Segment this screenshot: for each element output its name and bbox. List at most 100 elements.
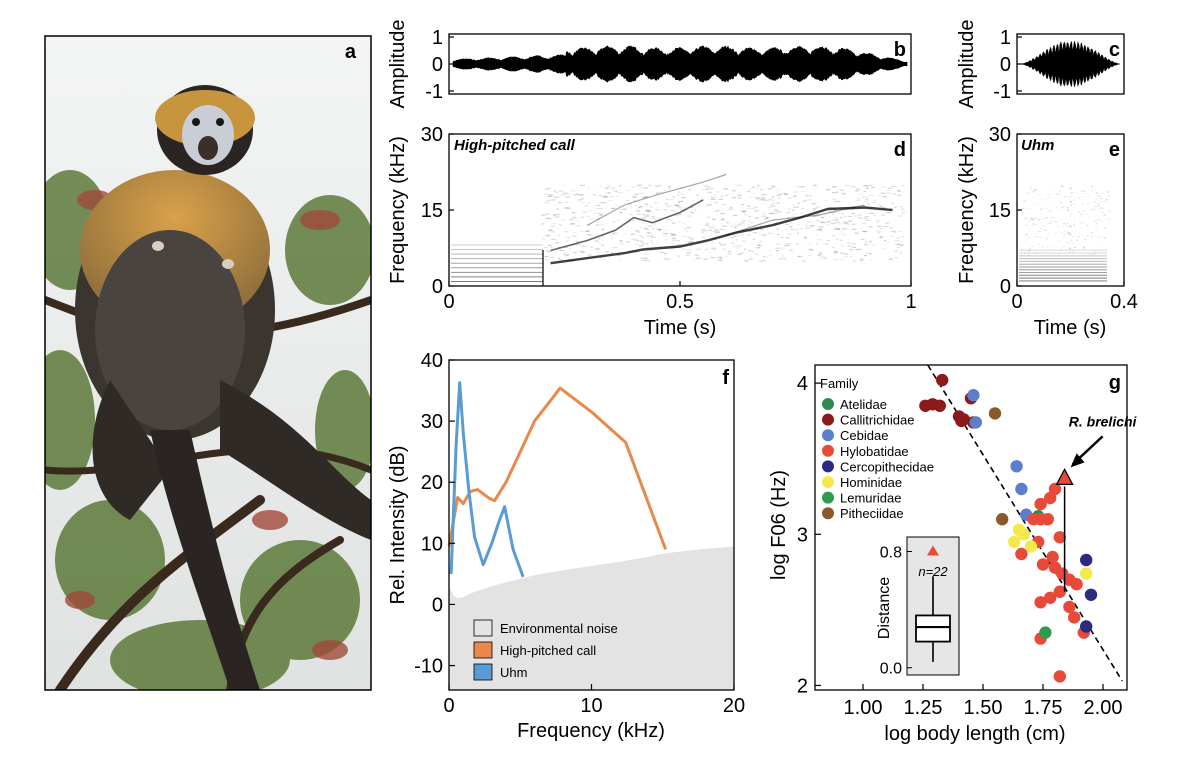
panel-b-waveform: b 1 0 -1 Amplitude — [387, 20, 912, 108]
spectrogram-speckle — [1078, 211, 1081, 213]
spectrogram-speckle — [1036, 219, 1039, 221]
spectrogram-speckle — [644, 227, 648, 229]
spectrogram-speckle — [1025, 234, 1028, 236]
spectrogram-speckle — [1083, 210, 1086, 212]
spectrogram-speckle — [1083, 246, 1086, 248]
spectrogram-speckle — [1098, 208, 1101, 210]
spectrogram-speckle — [703, 258, 709, 260]
spectrogram-speckle — [613, 232, 617, 234]
spectrogram-speckle — [645, 210, 650, 212]
spectrogram-speckle — [580, 216, 584, 218]
spectrogram-speckle — [818, 251, 823, 253]
xtick-label: 1.75 — [1024, 697, 1063, 719]
spectrogram-speckle — [716, 191, 719, 193]
spectrogram-speckle — [565, 240, 569, 242]
legend-label-cebidae: Cebidae — [840, 428, 888, 443]
spectrogram-speckle — [570, 190, 576, 192]
spectrogram-speckle — [708, 187, 714, 190]
spectrogram-speckle — [646, 246, 651, 248]
spectrogram-speckle — [783, 191, 787, 193]
spectrogram-speckle — [879, 237, 884, 239]
spectrogram-speckle — [587, 202, 591, 204]
spectrogram-speckle — [1029, 247, 1032, 249]
scatter-point-callitrichidae — [933, 399, 946, 412]
spectrogram-speckle — [710, 242, 714, 244]
ytick-label: 0 — [432, 276, 443, 298]
spectrogram-speckle — [672, 237, 676, 239]
spectrogram-speckle — [775, 249, 779, 252]
spectrogram-speckle — [544, 259, 549, 261]
spectrogram-speckle — [689, 211, 694, 213]
spectrogram-speckle — [762, 197, 766, 199]
spectrogram-speckle — [656, 221, 661, 223]
spectrogram-speckle — [593, 194, 596, 196]
spectrogram-speckle — [677, 256, 681, 258]
spectrogram-speckle — [746, 205, 751, 207]
spectrogram-speckle — [1065, 224, 1068, 226]
spectrogram-speckle — [772, 205, 776, 207]
spectrogram-speckle — [689, 238, 693, 240]
spectrogram-speckle — [1061, 226, 1064, 228]
spectrogram-speckle — [1073, 224, 1076, 226]
spectrogram-speckle — [736, 224, 742, 226]
spectrogram-speckle — [725, 222, 730, 224]
spectrogram-speckle — [1073, 221, 1076, 223]
spectrogram-speckle — [578, 194, 584, 196]
spectrogram-speckle — [701, 189, 706, 191]
spectrogram-speckle — [803, 199, 807, 201]
spectrogram-speckle — [1068, 232, 1071, 234]
spectrogram-speckle — [1055, 206, 1058, 208]
spectrogram-speckle — [553, 214, 557, 216]
spectrogram-speckle — [1099, 195, 1102, 197]
spectrogram-speckle — [746, 190, 751, 193]
spectrogram-speckle — [696, 257, 701, 259]
spectrogram-speckle — [734, 225, 737, 227]
spectrogram-speckle — [565, 196, 570, 198]
spectrogram-speckle — [766, 217, 770, 219]
spectrogram-speckle — [820, 216, 824, 219]
spectrogram-speckle — [634, 193, 639, 195]
spectrogram-speckle — [778, 197, 781, 199]
spectrogram-speckle — [716, 231, 721, 233]
spectrogram-speckle — [639, 245, 643, 247]
spectrogram-speckle — [1030, 217, 1033, 219]
spectrogram-speckle — [627, 221, 633, 223]
spectrogram-speckle — [733, 245, 738, 247]
spectrogram-d-marks — [451, 173, 907, 286]
panel-c-yticks: 1 0 -1 — [993, 27, 1022, 103]
spectrogram-speckle — [836, 238, 839, 240]
spectrogram-speckle — [685, 254, 690, 256]
spectrogram-speckle — [865, 241, 868, 243]
panel-b-yticks: 1 0 -1 — [425, 27, 454, 103]
spectrogram-speckle — [768, 212, 773, 215]
spectrogram-speckle — [645, 209, 651, 211]
spectrogram-speckle — [761, 203, 766, 205]
spectrogram-speckle — [646, 225, 651, 227]
spectrogram-speckle — [806, 255, 809, 257]
spectrogram-speckle — [834, 227, 839, 229]
spectrogram-speckle — [1062, 246, 1065, 248]
spectrogram-speckle — [1038, 230, 1041, 232]
spectrogram-speckle — [631, 186, 636, 188]
spectrogram-speckle — [655, 193, 658, 195]
spectrogram-speckle — [575, 193, 580, 195]
scatter-point-lemuridae — [1039, 626, 1052, 639]
scatter-point-cebidae — [969, 416, 982, 429]
spectrogram-speckle — [804, 236, 807, 238]
spectrogram-speckle — [727, 250, 732, 253]
spectrogram-speckle — [772, 202, 777, 204]
spectrogram-speckle — [670, 209, 675, 211]
spectrogram-speckle — [571, 223, 576, 225]
spectrogram-speckle — [876, 221, 879, 223]
spectrogram-speckle — [617, 259, 621, 261]
spectrogram-speckle — [641, 222, 646, 224]
spectrogram-speckle — [856, 187, 860, 190]
spectrogram-speckle — [817, 254, 821, 257]
spectrogram-speckle — [683, 228, 687, 230]
spectrogram-speckle — [843, 215, 848, 217]
spectrogram-speckle — [900, 206, 903, 208]
spectrogram-speckle — [634, 229, 639, 232]
spectrogram-speckle — [1069, 201, 1072, 203]
scatter-point-cebidae — [1015, 482, 1028, 496]
spectrogram-speckle — [1047, 194, 1050, 196]
